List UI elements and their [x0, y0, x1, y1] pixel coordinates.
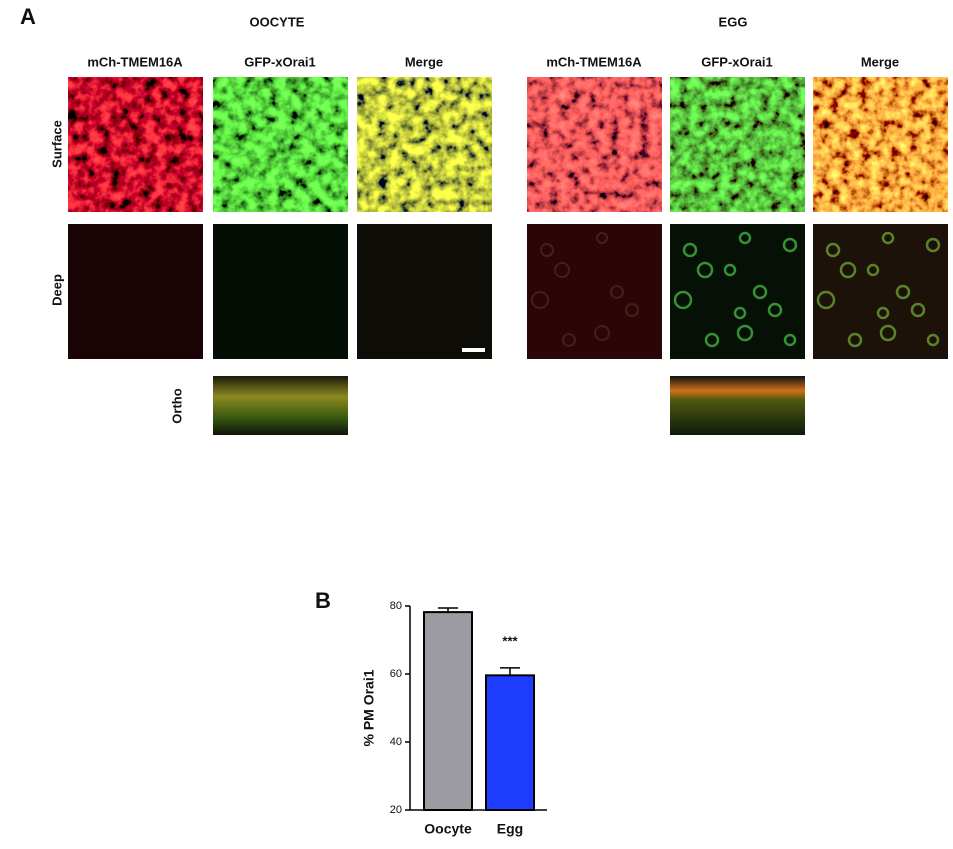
y-tick-label: 20: [390, 804, 402, 816]
x-tick-label: Oocyte: [424, 821, 472, 837]
micrographs: [68, 77, 948, 435]
bar: [485, 674, 535, 811]
group-title: EGG: [719, 14, 748, 29]
x-tick-label: Egg: [497, 821, 523, 837]
image: [357, 224, 492, 359]
vesicles: [816, 231, 941, 348]
y-tick-label: 80: [390, 600, 402, 612]
image: [527, 224, 662, 359]
bar: [423, 611, 473, 811]
image: [670, 224, 805, 359]
image: [670, 376, 805, 435]
vesicles: [531, 232, 639, 347]
scale-bar: [462, 348, 485, 352]
image: [213, 77, 348, 212]
column-header: GFP-xOrai1: [701, 54, 773, 69]
panel-label: A: [20, 4, 36, 29]
group-title: OOCYTE: [250, 14, 305, 29]
column-header: mCh-TMEM16A: [87, 54, 183, 69]
column-header: Merge: [861, 54, 899, 69]
annotation: ***: [502, 633, 518, 648]
y-tick-label: 40: [390, 736, 402, 748]
image: [68, 77, 203, 212]
image: [670, 77, 805, 212]
image: [813, 77, 948, 212]
image: [213, 224, 348, 359]
vesicles: [673, 231, 798, 348]
column-header: mCh-TMEM16A: [546, 54, 642, 69]
row-label: Ortho: [169, 388, 184, 423]
column-header: GFP-xOrai1: [244, 54, 316, 69]
y-axis-label: % PM Orai1: [361, 669, 377, 746]
image: [813, 224, 948, 359]
image: [68, 224, 203, 359]
panel-label: B: [315, 588, 331, 613]
column-header: Merge: [405, 54, 443, 69]
row-label: Surface: [49, 120, 64, 168]
image: [527, 77, 662, 212]
row-label: Deep: [49, 274, 64, 306]
bar-chart: 20 40 60 80 % PM Orai1 Oocyte Egg ***: [361, 600, 547, 837]
image: [357, 77, 492, 212]
y-tick-label: 60: [390, 668, 402, 680]
image: [213, 376, 348, 435]
